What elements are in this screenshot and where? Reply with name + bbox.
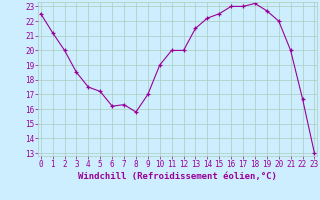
X-axis label: Windchill (Refroidissement éolien,°C): Windchill (Refroidissement éolien,°C) bbox=[78, 172, 277, 181]
